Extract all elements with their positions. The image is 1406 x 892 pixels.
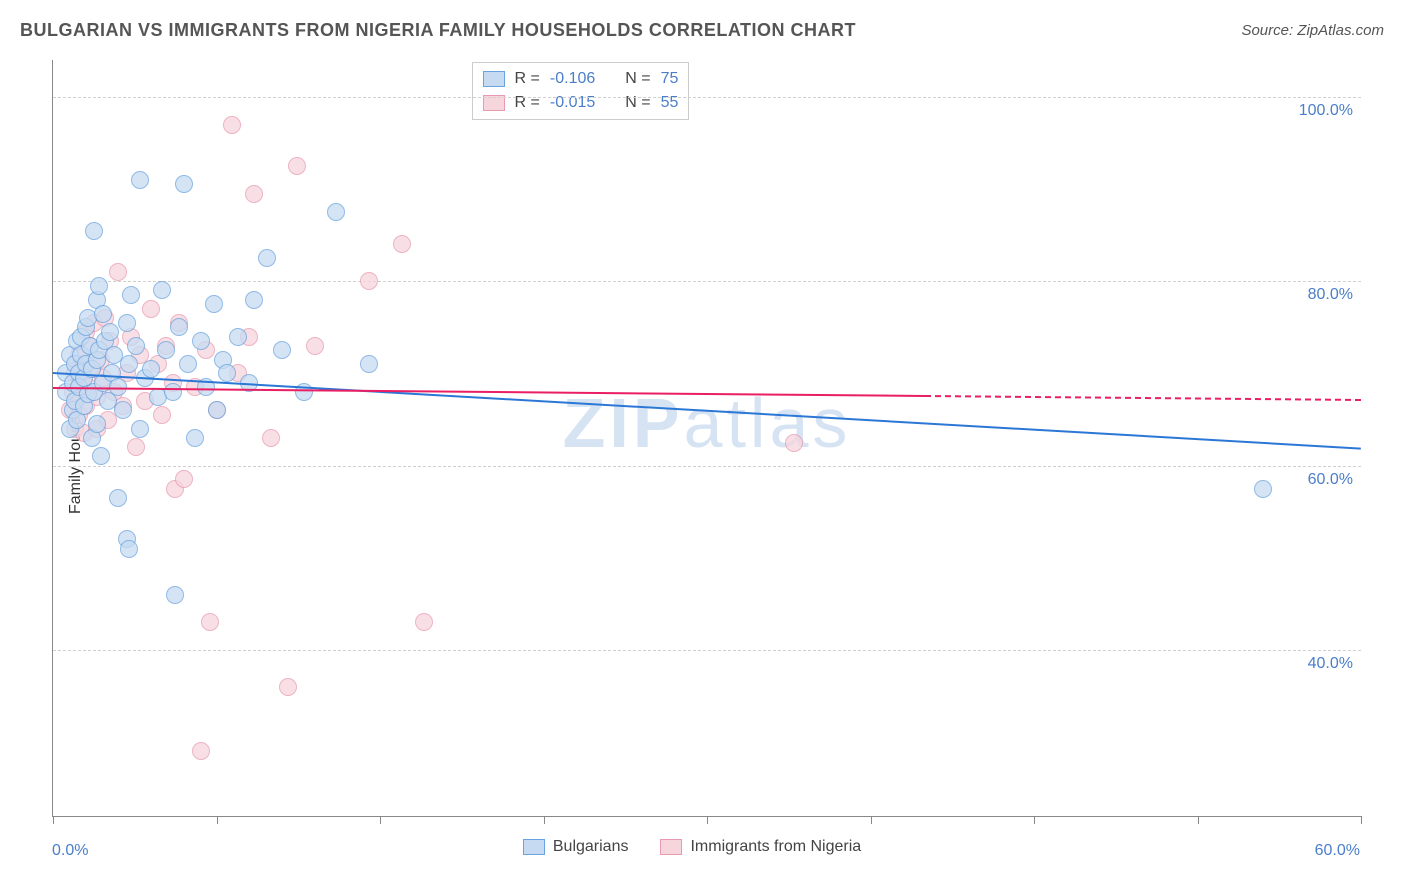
- scatter-point: [258, 249, 276, 267]
- x-tick: [217, 816, 218, 824]
- scatter-point: [157, 341, 175, 359]
- chart-title: BULGARIAN VS IMMIGRANTS FROM NIGERIA FAM…: [20, 20, 856, 41]
- scatter-point: [306, 337, 324, 355]
- scatter-point: [101, 323, 119, 341]
- trend-line: [53, 372, 1361, 450]
- scatter-point: [415, 613, 433, 631]
- x-tick: [1034, 816, 1035, 824]
- n-value: 75: [661, 70, 679, 88]
- series-legend: Bulgarians Immigrants from Nigeria: [523, 838, 883, 856]
- legend-item: Bulgarians: [523, 838, 629, 856]
- x-tick: [53, 816, 54, 824]
- scatter-point: [90, 277, 108, 295]
- r-label: R =: [515, 70, 540, 88]
- scatter-point: [153, 281, 171, 299]
- scatter-point: [131, 420, 149, 438]
- scatter-point: [120, 355, 138, 373]
- scatter-point: [201, 613, 219, 631]
- scatter-point: [166, 586, 184, 604]
- scatter-point: [127, 337, 145, 355]
- scatter-point: [245, 185, 263, 203]
- scatter-point: [164, 383, 182, 401]
- scatter-point: [229, 328, 247, 346]
- x-tick: [380, 816, 381, 824]
- scatter-point: [170, 318, 188, 336]
- gridline: [53, 97, 1361, 98]
- scatter-point: [360, 355, 378, 373]
- scatter-point: [179, 355, 197, 373]
- legend-row: R =-0.015N =55: [483, 91, 679, 115]
- x-tick: [1198, 816, 1199, 824]
- scatter-point: [208, 401, 226, 419]
- scatter-point: [142, 300, 160, 318]
- x-tick: [544, 816, 545, 824]
- gridline: [53, 466, 1361, 467]
- x-tick-label: 60.0%: [1315, 842, 1360, 860]
- scatter-point: [218, 364, 236, 382]
- scatter-point: [120, 540, 138, 558]
- r-value: -0.106: [550, 70, 595, 88]
- scatter-point: [360, 272, 378, 290]
- scatter-point: [262, 429, 280, 447]
- scatter-point: [118, 314, 136, 332]
- scatter-point: [192, 332, 210, 350]
- scatter-point: [273, 341, 291, 359]
- legend-swatch: [483, 71, 505, 87]
- legend-swatch: [660, 839, 682, 855]
- scatter-point: [279, 678, 297, 696]
- trend-line: [925, 395, 1361, 401]
- watermark-bold: ZIP: [563, 384, 684, 462]
- legend-label: Bulgarians: [553, 838, 629, 856]
- scatter-point: [175, 175, 193, 193]
- trend-line: [53, 387, 925, 397]
- scatter-point: [109, 489, 127, 507]
- x-tick: [871, 816, 872, 824]
- scatter-point: [1254, 480, 1272, 498]
- correlation-legend: R = -0.106 N = 75 R =-0.015N =55: [472, 62, 690, 120]
- scatter-point: [94, 305, 112, 323]
- scatter-point: [88, 415, 106, 433]
- scatter-point: [205, 295, 223, 313]
- scatter-point: [223, 116, 241, 134]
- legend-label: Immigrants from Nigeria: [690, 838, 861, 856]
- scatter-point: [114, 401, 132, 419]
- x-tick-label: 0.0%: [52, 842, 88, 860]
- scatter-point: [245, 291, 263, 309]
- x-tick: [1361, 816, 1362, 824]
- scatter-point: [109, 263, 127, 281]
- scatter-point: [122, 286, 140, 304]
- scatter-point: [153, 406, 171, 424]
- scatter-point: [288, 157, 306, 175]
- gridline: [53, 650, 1361, 651]
- y-tick-label: 60.0%: [1308, 471, 1353, 489]
- scatter-point: [175, 470, 193, 488]
- gridline: [53, 281, 1361, 282]
- plot-area: ZIPatlas R =-0.106N =75R =-0.015N =55 40…: [52, 60, 1361, 817]
- scatter-point: [85, 222, 103, 240]
- scatter-point: [327, 203, 345, 221]
- scatter-point: [127, 438, 145, 456]
- scatter-point: [131, 171, 149, 189]
- x-tick: [707, 816, 708, 824]
- y-tick-label: 100.0%: [1299, 102, 1353, 120]
- scatter-point: [785, 434, 803, 452]
- y-tick-label: 40.0%: [1308, 655, 1353, 673]
- y-tick-label: 80.0%: [1308, 286, 1353, 304]
- legend-item: Immigrants from Nigeria: [660, 838, 861, 856]
- legend-swatch: [523, 839, 545, 855]
- scatter-point: [186, 429, 204, 447]
- scatter-point: [142, 360, 160, 378]
- legend-row: R = -0.106 N = 75: [483, 67, 679, 91]
- n-label: N =: [625, 70, 650, 88]
- scatter-point: [192, 742, 210, 760]
- source-attribution: Source: ZipAtlas.com: [1241, 22, 1384, 39]
- scatter-point: [393, 235, 411, 253]
- scatter-point: [92, 447, 110, 465]
